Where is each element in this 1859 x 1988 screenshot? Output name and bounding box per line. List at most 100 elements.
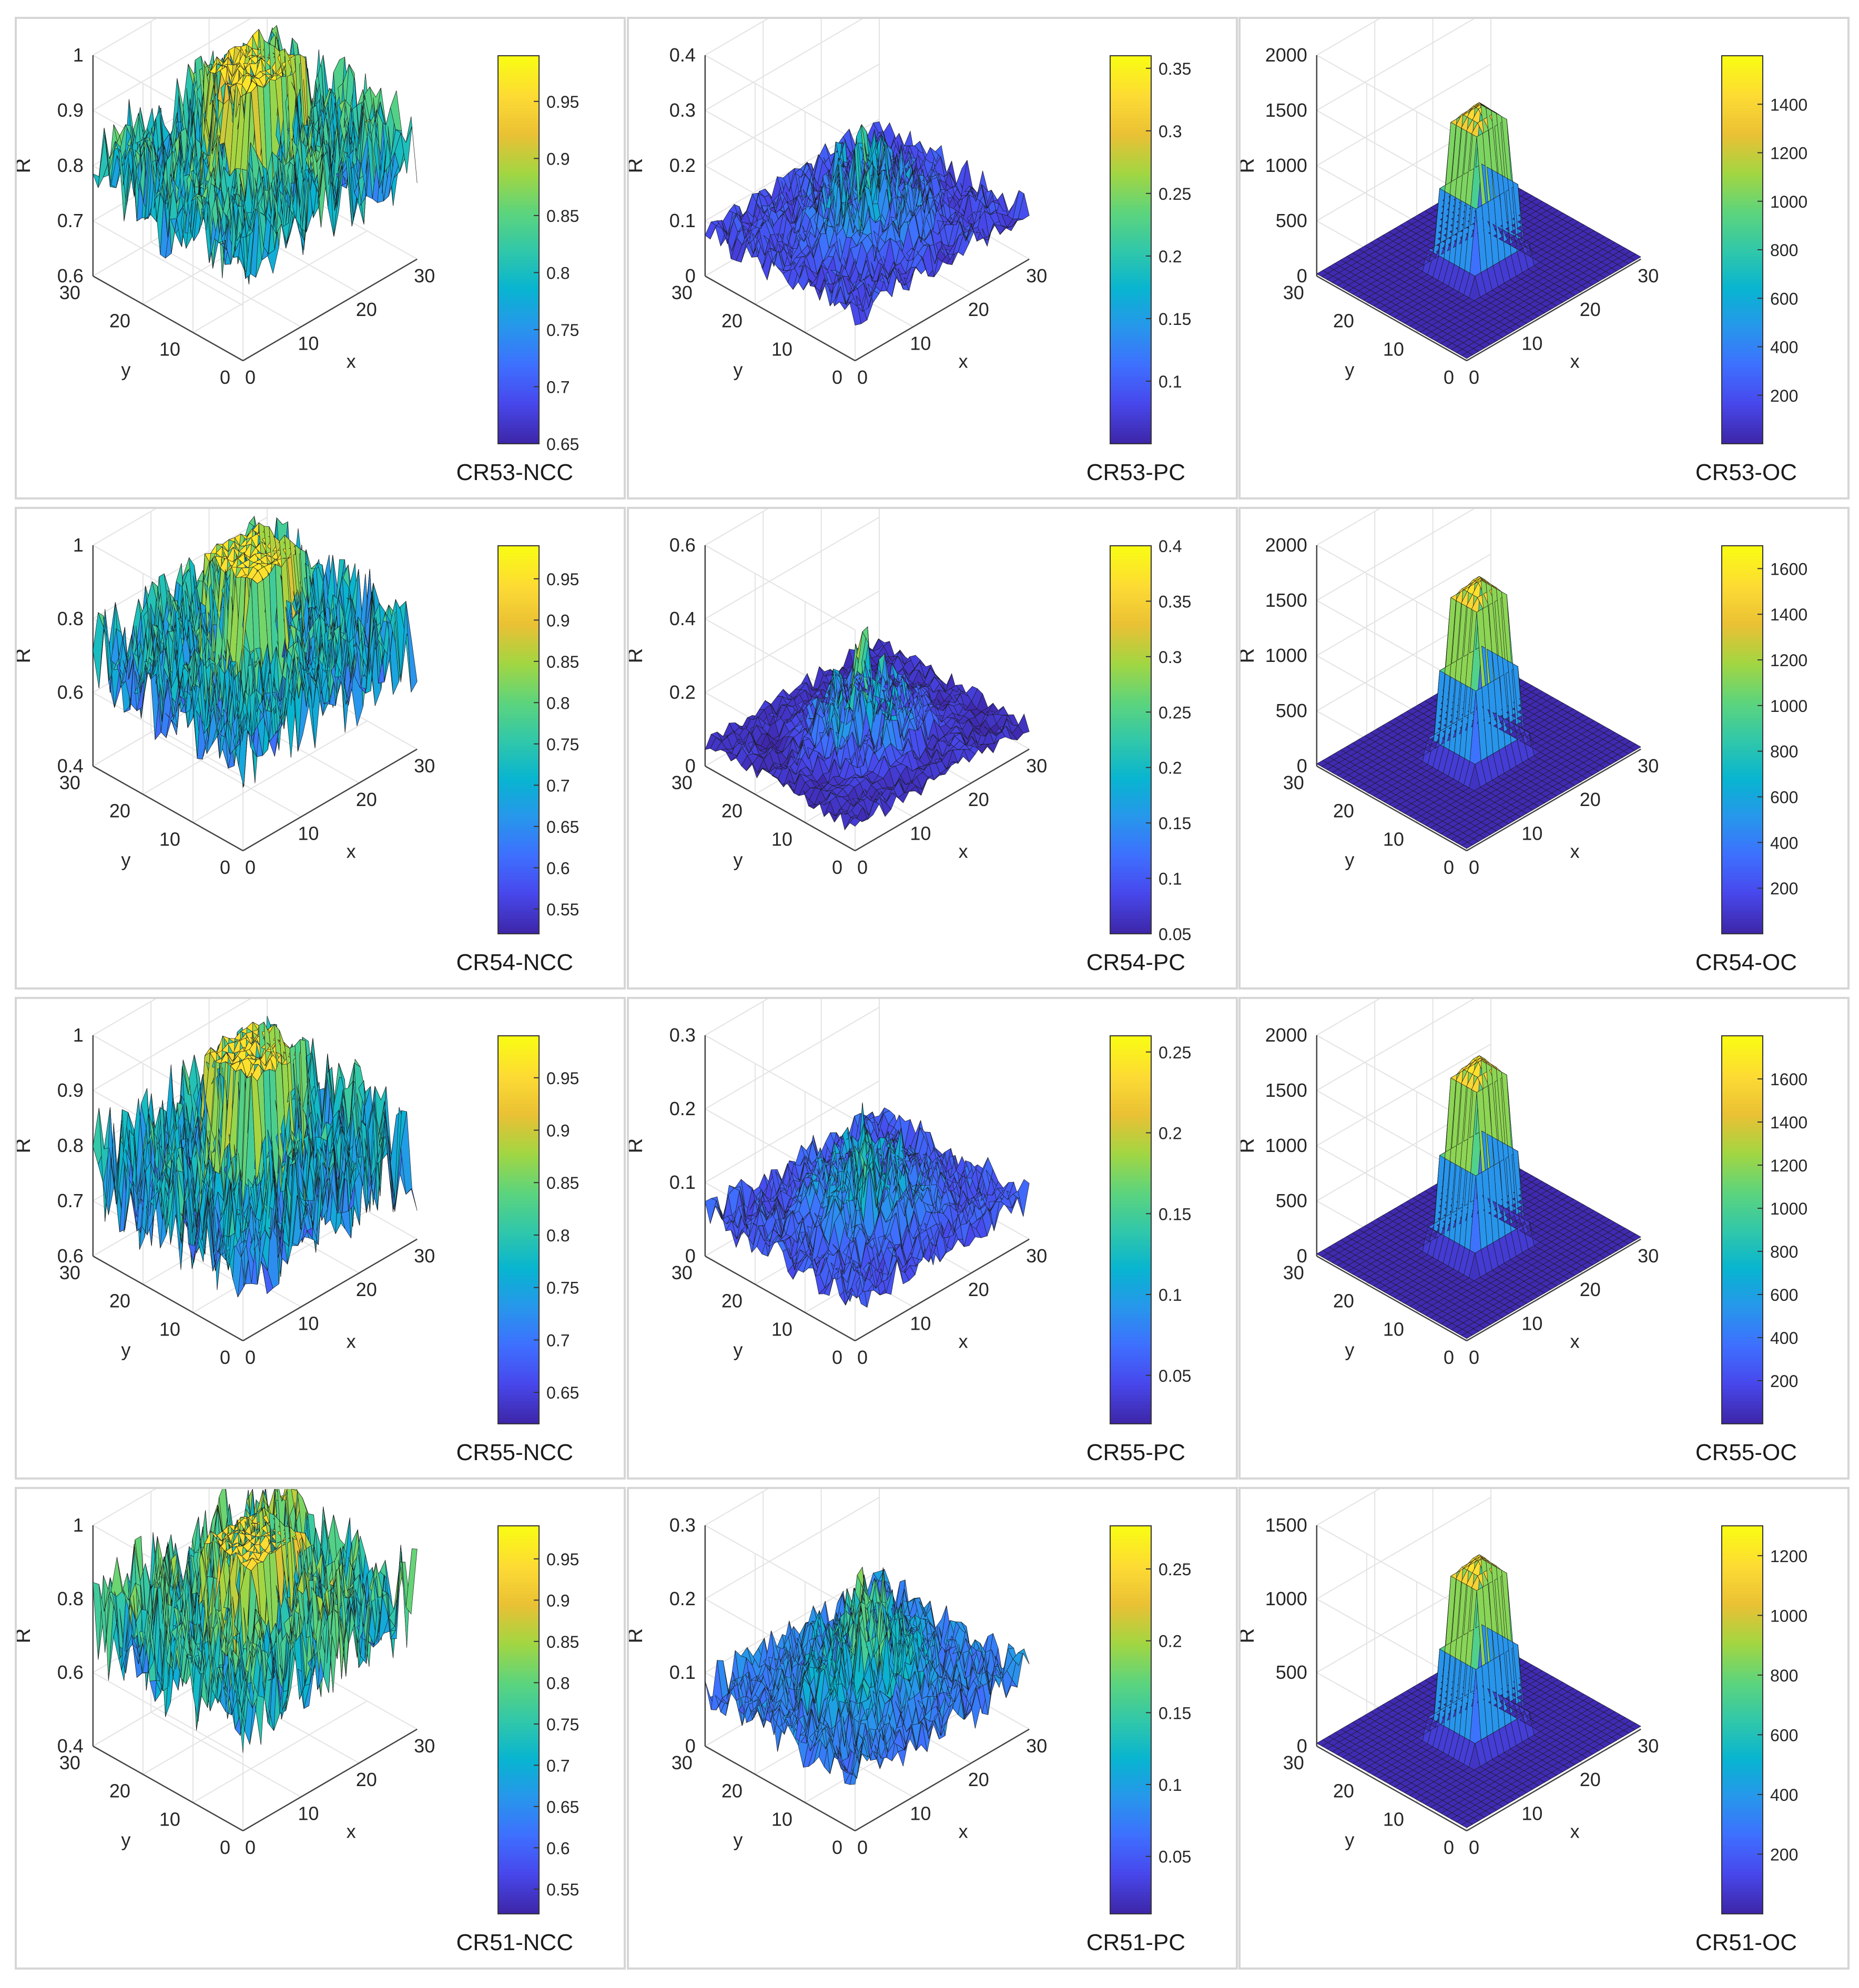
colorbar-band (498, 133, 539, 137)
colorbar-band (1110, 178, 1151, 182)
colorbar-band (1110, 285, 1151, 289)
colorbar-band (498, 101, 539, 105)
x-tick-label: 30 (414, 265, 435, 287)
colorbar-band (1722, 382, 1763, 386)
colorbar-band (1110, 250, 1151, 254)
colorbar-band (498, 308, 539, 312)
colorbar-band (498, 820, 539, 824)
colorbar-band (1722, 369, 1763, 373)
y-tick-label: 10 (771, 828, 793, 850)
surface-mesh (705, 121, 1030, 325)
colorbar-band (1110, 766, 1151, 770)
colorbar-band (498, 414, 539, 419)
colorbar-band (1110, 558, 1151, 563)
x-tick-label: 10 (910, 333, 931, 354)
colorbar-band (498, 94, 539, 98)
colorbar-band (498, 288, 539, 292)
colorbar-band (1110, 643, 1151, 647)
colorbar-band (498, 201, 539, 205)
colorbar-band (498, 318, 539, 322)
colorbar-band (498, 214, 539, 218)
colorbar-band (498, 885, 539, 889)
colorbar-band (498, 427, 539, 432)
colorbar-band (498, 875, 539, 880)
colorbar-band (1110, 668, 1151, 672)
colorbar-band (1110, 568, 1151, 573)
colorbar: 0.050.10.150.20.250.30.350.4 (1110, 537, 1191, 944)
x-tick-label: 20 (968, 789, 989, 810)
colorbar-band (1110, 552, 1151, 556)
colorbar-band (1722, 360, 1763, 364)
colorbar-band (1110, 136, 1151, 140)
colorbar-band (498, 440, 539, 444)
colorbar-band (498, 808, 539, 812)
colorbar-tick-label: 0.85 (546, 207, 579, 226)
colorbar-band (1110, 862, 1151, 866)
colorbar-band (498, 620, 539, 624)
colorbar-tick-label: 0.6 (546, 859, 570, 878)
colorbar-band (498, 117, 539, 121)
surface-mesh (705, 626, 1030, 831)
colorbar-band (498, 769, 539, 773)
colorbar-band (1110, 752, 1151, 757)
colorbar-band (1110, 698, 1151, 702)
colorbar-band (498, 629, 539, 634)
colorbar-band (498, 237, 539, 241)
colorbar-band (498, 798, 539, 802)
colorbar-band (1110, 308, 1151, 312)
z-axis-label: R (629, 648, 647, 664)
colorbar-band (498, 817, 539, 821)
colorbar-tick-label: 0.2 (1159, 247, 1182, 266)
colorbar-band (1110, 385, 1151, 390)
colorbar-band (498, 398, 539, 403)
colorbar-band (1110, 736, 1151, 740)
colorbar-band (1722, 253, 1763, 257)
colorbar-band (1722, 372, 1763, 376)
colorbar-band (1110, 340, 1151, 344)
colorbar-band (498, 346, 539, 351)
colorbar-band (498, 124, 539, 128)
z-axis-label: R (1241, 158, 1258, 174)
colorbar-band (1722, 250, 1763, 254)
colorbar-band (498, 801, 539, 805)
colorbar-band (498, 279, 539, 283)
colorbar-band (1110, 856, 1151, 860)
colorbar-band (498, 646, 539, 650)
colorbar-band (498, 175, 539, 179)
colorbar-band (1722, 56, 1763, 60)
colorbar-band (1110, 879, 1151, 883)
colorbar-band (1722, 188, 1763, 192)
colorbar-band (1110, 288, 1151, 292)
colorbar-band (498, 78, 539, 83)
colorbar-band (1110, 68, 1151, 73)
colorbar-band (1722, 389, 1763, 393)
colorbar-band (1110, 343, 1151, 348)
colorbar-band (1110, 678, 1151, 682)
colorbar-band (1110, 437, 1151, 441)
colorbar-band (1722, 259, 1763, 263)
colorbar-band (498, 717, 539, 721)
colorbar-band (1110, 117, 1151, 121)
colorbar-band (498, 814, 539, 818)
colorbar-band (1110, 143, 1151, 147)
colorbar-band (1110, 366, 1151, 370)
colorbar-band (1110, 230, 1151, 235)
x-tick-label: 30 (1026, 755, 1047, 777)
y-tick-label: 30 (1283, 282, 1304, 303)
colorbar-tick-label: 0.35 (1159, 592, 1191, 611)
colorbar-band (1722, 81, 1763, 86)
colorbar-band (1110, 892, 1151, 896)
colorbar-band (498, 713, 539, 718)
colorbar-band (498, 578, 539, 582)
colorbar-band (1110, 846, 1151, 851)
colorbar-band (1722, 181, 1763, 186)
colorbar-band (498, 301, 539, 305)
colorbar-band (498, 846, 539, 851)
colorbar-band (498, 930, 539, 934)
colorbar-band (498, 833, 539, 838)
colorbar-band (498, 549, 539, 553)
colorbar-band (1110, 266, 1151, 270)
colorbar-band (498, 597, 539, 602)
colorbar-band (498, 389, 539, 393)
z-tick-label: 2000 (1265, 44, 1307, 66)
